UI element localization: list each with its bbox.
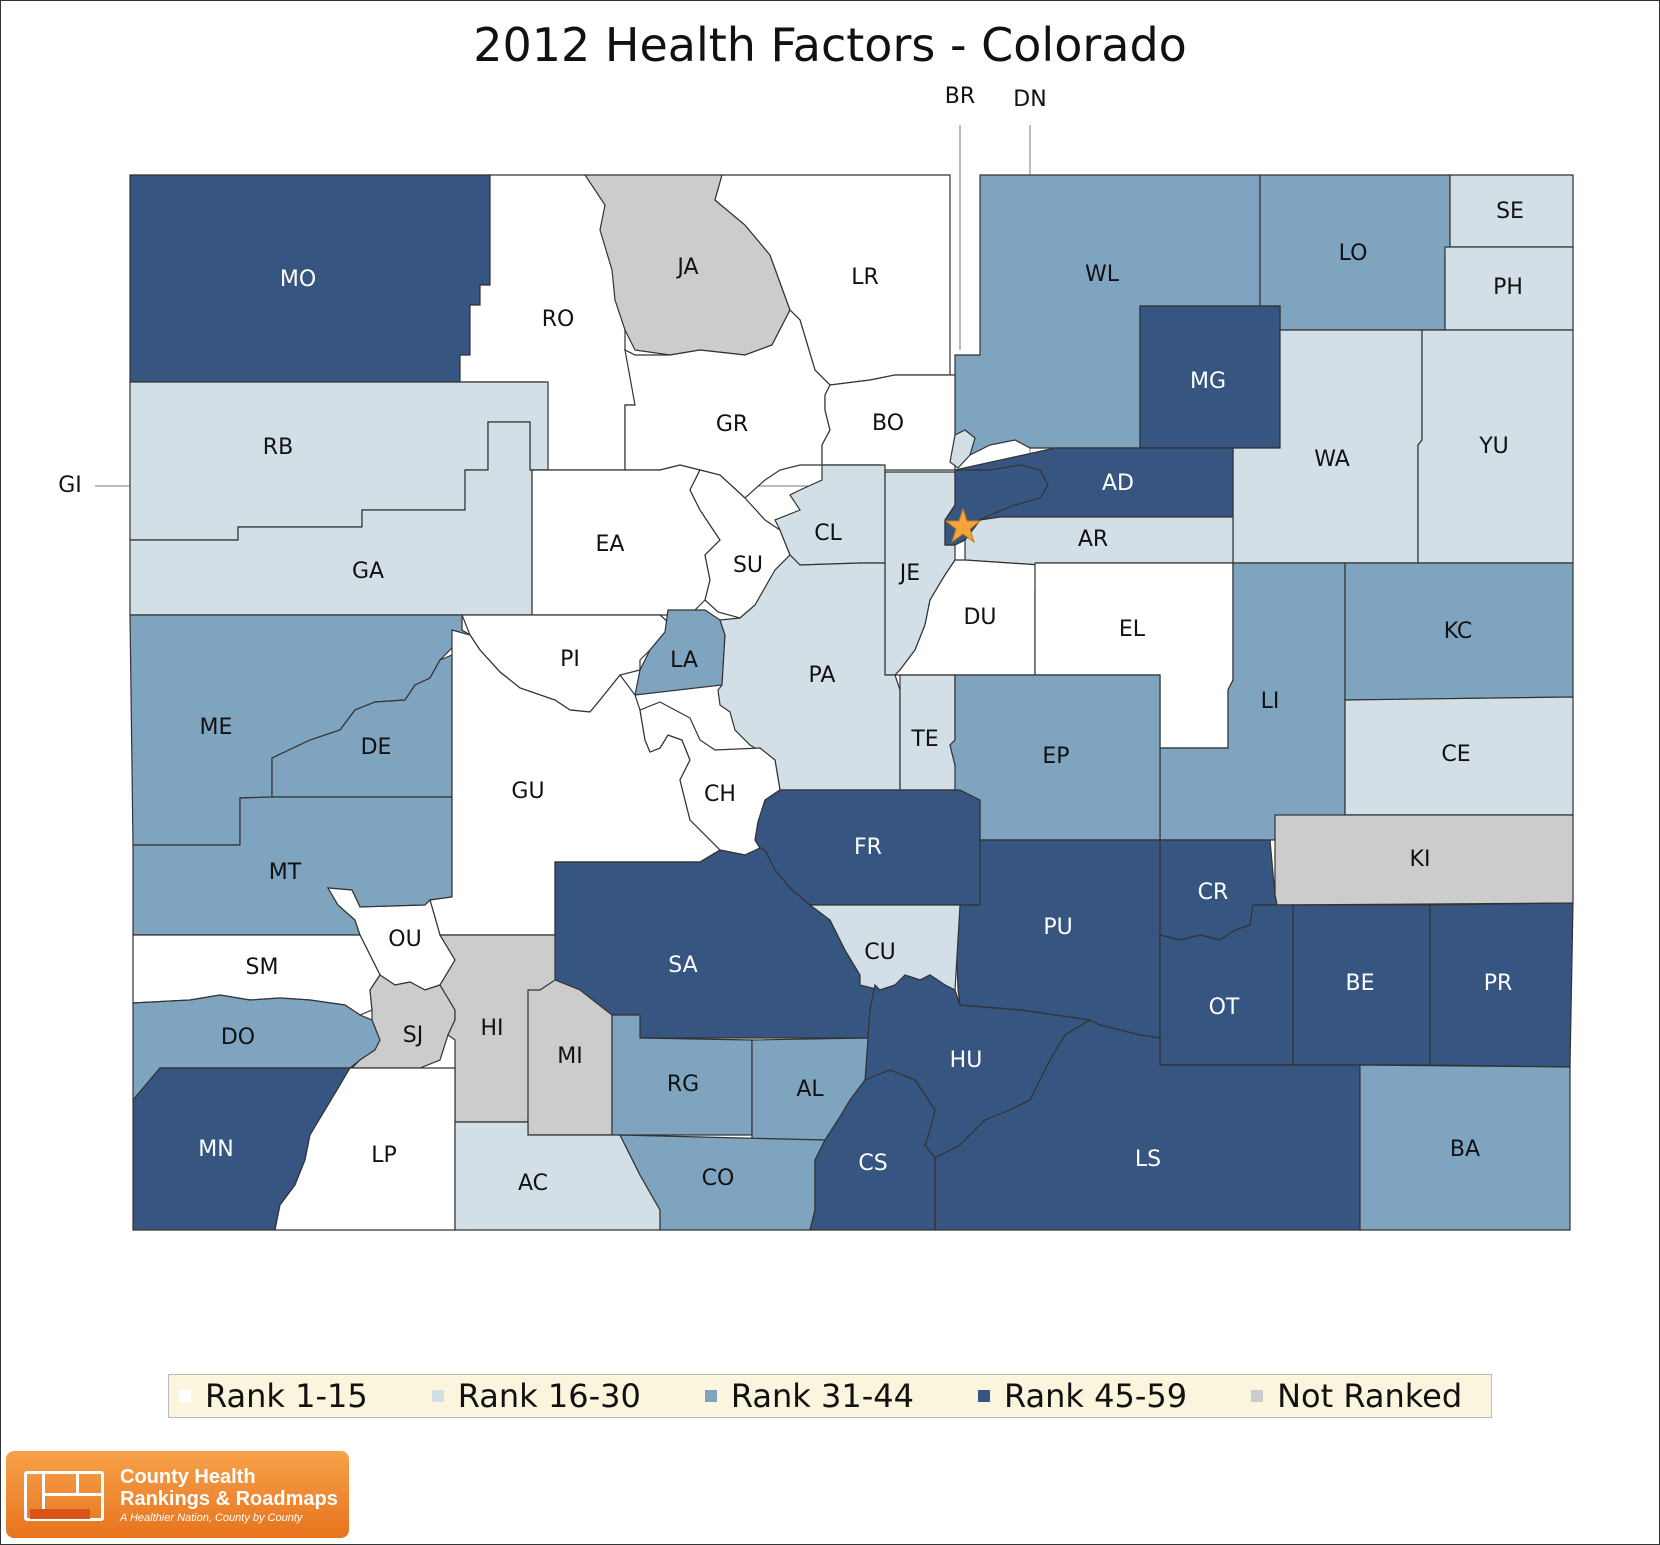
- county-label-wl: WL: [1085, 262, 1120, 287]
- county-label-rb: RB: [263, 435, 293, 460]
- county-label-pr: PR: [1484, 971, 1513, 996]
- county-label-gu: GU: [511, 779, 544, 804]
- legend-label: Rank 16-30: [457, 1377, 641, 1415]
- county-label-se: SE: [1496, 199, 1524, 224]
- legend-swatch: [431, 1390, 444, 1402]
- county-label-su: SU: [733, 553, 763, 578]
- legend-swatch: [1251, 1390, 1264, 1402]
- county-label-je: JE: [898, 561, 920, 586]
- county-label-cu: CU: [864, 940, 895, 965]
- county-label-ea: EA: [596, 532, 625, 557]
- county-label-mt: MT: [269, 860, 302, 885]
- county-label-ba: BA: [1450, 1137, 1480, 1162]
- county-label-du: DU: [963, 605, 996, 630]
- county-label-ph: PH: [1493, 275, 1523, 300]
- county-label-sa: SA: [668, 953, 697, 978]
- county-label-ou: OU: [388, 927, 421, 952]
- county-label-ki: KI: [1410, 847, 1431, 872]
- county-label-be: BE: [1346, 971, 1375, 996]
- county-label-ja: JA: [675, 255, 698, 280]
- county-label-ch: CH: [704, 782, 736, 807]
- county-label-hi: HI: [480, 1016, 503, 1041]
- county-label-ep: EP: [1042, 744, 1069, 769]
- county-label-pu: PU: [1043, 915, 1072, 940]
- county-label-cr: CR: [1198, 880, 1229, 905]
- county-label-me: ME: [200, 715, 233, 740]
- county-label-al: AL: [796, 1077, 824, 1102]
- legend-label: Rank 1-15: [205, 1377, 368, 1415]
- county-label-la: LA: [670, 648, 698, 673]
- legend-label: Not Ranked: [1277, 1377, 1463, 1415]
- county-label-co: CO: [702, 1166, 735, 1191]
- callout-label-dn: DN: [1013, 87, 1046, 112]
- county-label-cs: CS: [858, 1151, 887, 1176]
- county-label-ad: AD: [1102, 471, 1134, 496]
- county-label-sm: SM: [246, 955, 279, 980]
- county-label-lr: LR: [851, 265, 879, 290]
- chr-logo-mark-icon: [20, 1463, 110, 1527]
- logo-tagline: A Healthier Nation, County by County: [120, 1511, 303, 1524]
- county-label-rg: RG: [667, 1072, 699, 1097]
- county-label-te: TE: [910, 727, 938, 752]
- legend-item-rank-1-15: Rank 1-15: [179, 1377, 368, 1415]
- legend-item-rank-16-30: Rank 16-30: [431, 1377, 641, 1415]
- county-label-kc: KC: [1444, 619, 1473, 644]
- legend-swatch: [704, 1390, 717, 1402]
- county-ki: [1274, 814, 1574, 906]
- county-label-ro: RO: [542, 307, 575, 332]
- county-label-wa: WA: [1314, 447, 1350, 472]
- county-label-cl: CL: [814, 521, 842, 546]
- county-br: [949, 429, 976, 469]
- county-label-el: EL: [1119, 617, 1146, 642]
- county-label-ar: AR: [1078, 527, 1108, 552]
- county-label-mi: MI: [557, 1044, 582, 1069]
- county-sj: [350, 974, 456, 1069]
- legend-swatch: [977, 1390, 990, 1402]
- county-label-mn: MN: [198, 1137, 233, 1162]
- legend: Rank 1-15 Rank 16-30 Rank 31-44 Rank 45-59 N…: [168, 1374, 1492, 1418]
- county-label-mo: MO: [280, 267, 316, 292]
- legend-label: Rank 31-44: [730, 1377, 914, 1415]
- county-label-sj: SJ: [403, 1023, 423, 1048]
- county-label-hu: HU: [950, 1048, 983, 1073]
- county-label-li: LI: [1261, 689, 1280, 714]
- callout-label-gi: GI: [58, 473, 82, 498]
- county-label-ga: GA: [352, 559, 384, 584]
- county-ba: [1359, 1064, 1571, 1231]
- county-label-de: DE: [361, 735, 392, 760]
- county-label-bo: BO: [872, 411, 904, 436]
- county-label-ce: CE: [1441, 742, 1470, 767]
- county-label-pa: PA: [809, 663, 836, 688]
- county-label-mg: MG: [1190, 369, 1226, 394]
- callout-label-br: BR: [945, 84, 975, 109]
- county-label-ls: LS: [1135, 1147, 1161, 1172]
- county-label-yu: YU: [1478, 434, 1509, 459]
- county-label-ac: AC: [518, 1171, 548, 1196]
- county-label-pi: PI: [560, 647, 580, 672]
- legend-item-not-ranked: Not Ranked: [1251, 1377, 1462, 1415]
- county-la: [634, 609, 726, 696]
- county-label-ot: OT: [1209, 995, 1240, 1020]
- logo-line-1: County Health: [120, 1465, 256, 1488]
- state-capital-star-icon: [944, 507, 982, 544]
- legend-item-rank-31-44: Rank 31-44: [704, 1377, 914, 1415]
- county-label-fr: FR: [854, 835, 882, 860]
- legend-item-rank-45-59: Rank 45-59: [977, 1377, 1188, 1415]
- legend-label: Rank 45-59: [1003, 1377, 1188, 1415]
- county-label-do: DO: [221, 1025, 255, 1050]
- legend-swatch: [179, 1390, 191, 1402]
- county-label-gr: GR: [716, 412, 748, 437]
- county-label-lp: LP: [371, 1143, 397, 1168]
- county-cl: [774, 464, 886, 566]
- chr-logo: County Health Rankings & Roadmaps A Heal…: [6, 1451, 349, 1538]
- county-label-lo: LO: [1339, 241, 1368, 266]
- map-title: 2012 Health Factors - Colorado: [473, 18, 1187, 72]
- logo-line-2: Rankings & Roadmaps: [120, 1487, 338, 1510]
